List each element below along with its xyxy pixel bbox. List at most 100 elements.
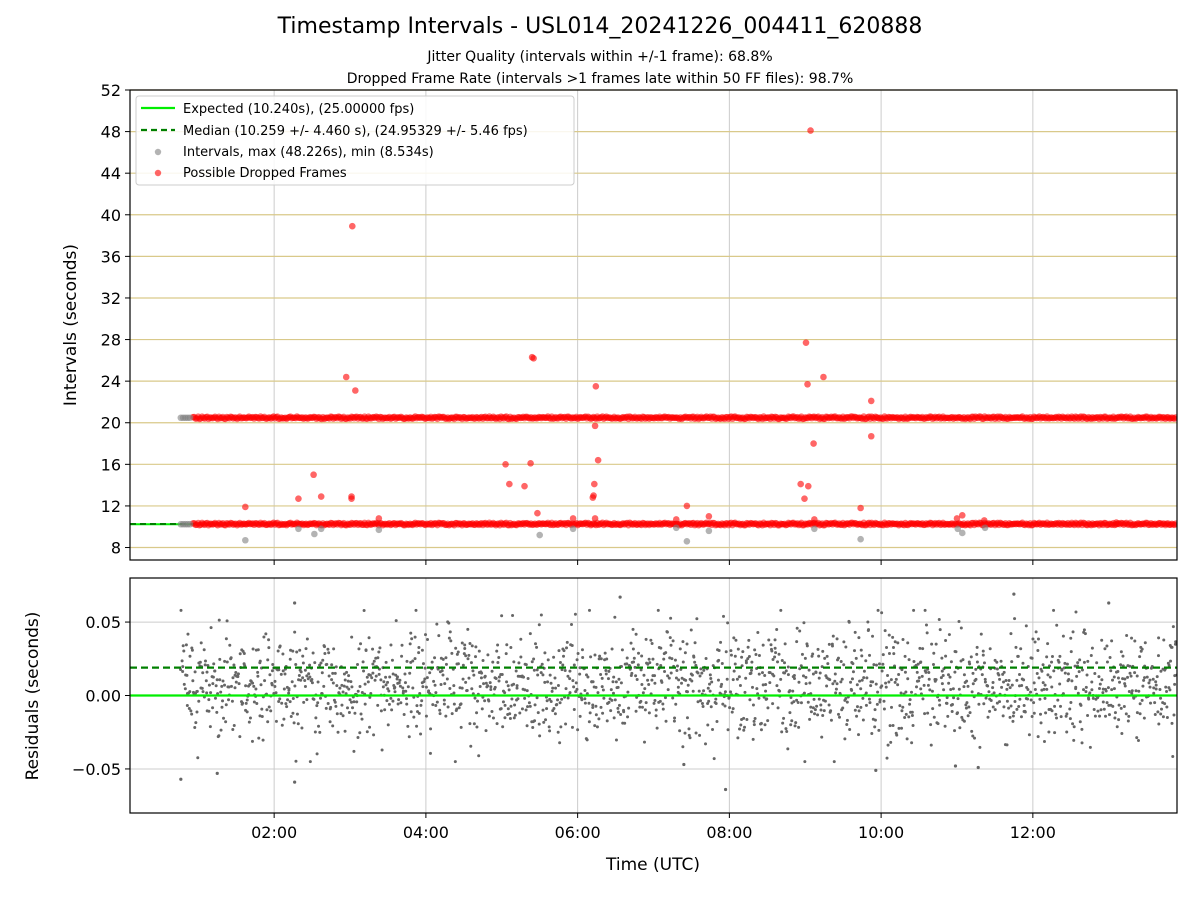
- residual-point: [694, 731, 698, 735]
- residual-point: [717, 649, 721, 653]
- residual-point: [700, 702, 704, 706]
- residual-point: [792, 674, 796, 678]
- residual-point: [826, 662, 830, 666]
- residual-point: [256, 648, 260, 652]
- residual-point: [1015, 678, 1019, 682]
- residual-point: [248, 716, 252, 720]
- residual-point: [617, 703, 621, 707]
- residuals-xtick-label: 12:00: [1010, 823, 1056, 842]
- residual-point: [408, 642, 412, 646]
- residual-point: [384, 683, 388, 687]
- residual-point: [896, 641, 900, 645]
- residual-point: [182, 682, 186, 686]
- residual-point: [845, 723, 849, 727]
- residual-point: [299, 678, 303, 682]
- residual-point: [552, 707, 556, 711]
- residual-point: [708, 673, 712, 677]
- residual-point: [387, 689, 391, 693]
- residual-point: [780, 659, 784, 663]
- residual-point: [441, 673, 445, 677]
- residual-point: [842, 663, 846, 667]
- residual-point: [341, 714, 345, 718]
- residual-point: [415, 724, 419, 728]
- residual-point: [483, 699, 487, 703]
- residual-point: [180, 659, 184, 663]
- residual-point: [1087, 697, 1091, 701]
- residual-point: [853, 708, 857, 712]
- residual-point: [288, 700, 292, 704]
- residual-point: [647, 683, 651, 687]
- residual-point: [527, 701, 531, 705]
- residual-point: [406, 685, 410, 689]
- residual-point: [811, 672, 815, 676]
- residual-point: [1084, 690, 1088, 694]
- residual-point: [587, 701, 591, 705]
- residual-point: [575, 687, 579, 691]
- residual-point: [771, 658, 775, 662]
- residual-point: [760, 671, 764, 675]
- residual-point: [747, 655, 751, 659]
- residual-point: [179, 668, 183, 672]
- residual-point: [345, 685, 349, 689]
- residual-point: [448, 686, 452, 690]
- residual-point: [515, 686, 519, 690]
- residual-point: [568, 691, 572, 695]
- residual-point: [393, 685, 397, 689]
- residual-point: [360, 717, 364, 721]
- residual-point: [1126, 719, 1130, 723]
- residual-point: [1107, 703, 1111, 707]
- residual-outlier-point: [618, 595, 622, 599]
- residual-point: [671, 639, 675, 643]
- residual-point: [732, 636, 736, 640]
- residual-point: [505, 680, 509, 684]
- residual-point: [1098, 682, 1102, 686]
- residual-point: [449, 639, 453, 643]
- residual-point: [374, 674, 378, 678]
- residual-point: [1023, 710, 1027, 714]
- residual-point: [683, 651, 687, 655]
- residual-point: [277, 668, 281, 672]
- residual-point: [855, 683, 859, 687]
- residual-point: [470, 644, 474, 648]
- residual-point: [1030, 656, 1034, 660]
- residual-point: [1083, 632, 1087, 636]
- residual-point: [952, 696, 956, 700]
- residual-point: [721, 702, 725, 706]
- residual-point: [1099, 708, 1103, 712]
- residual-point: [915, 670, 919, 674]
- residual-point: [301, 661, 305, 665]
- residual-point: [647, 657, 651, 661]
- residual-point: [320, 671, 324, 675]
- residual-point: [1024, 624, 1028, 628]
- residual-point: [959, 626, 963, 630]
- residual-point: [457, 706, 461, 710]
- intervals-ytick-label: 44: [101, 164, 121, 183]
- residual-point: [224, 637, 228, 641]
- residual-point: [530, 660, 534, 664]
- dropped-frame-point: [348, 222, 356, 230]
- residual-point: [975, 645, 979, 649]
- residual-point: [1145, 675, 1149, 679]
- residual-point: [564, 687, 568, 691]
- dropped-frame-point: [705, 513, 713, 520]
- residual-point: [594, 704, 598, 708]
- residual-point: [748, 698, 752, 702]
- residual-point: [411, 659, 415, 663]
- residual-point: [684, 678, 688, 682]
- residual-point: [209, 626, 213, 630]
- residual-point: [795, 640, 799, 644]
- interval-point: [186, 520, 194, 528]
- residual-point: [220, 705, 224, 709]
- residual-point: [763, 723, 767, 727]
- residual-point: [490, 709, 494, 713]
- interval-point: [857, 535, 864, 543]
- dropped-frame-point: [672, 516, 680, 523]
- residual-point: [216, 692, 220, 696]
- residual-point: [583, 688, 587, 692]
- residual-point: [368, 725, 372, 729]
- residual-point: [1153, 713, 1157, 717]
- residual-point: [1129, 674, 1133, 678]
- residual-point: [561, 663, 565, 667]
- residual-point: [411, 686, 415, 690]
- residual-point: [1032, 711, 1036, 715]
